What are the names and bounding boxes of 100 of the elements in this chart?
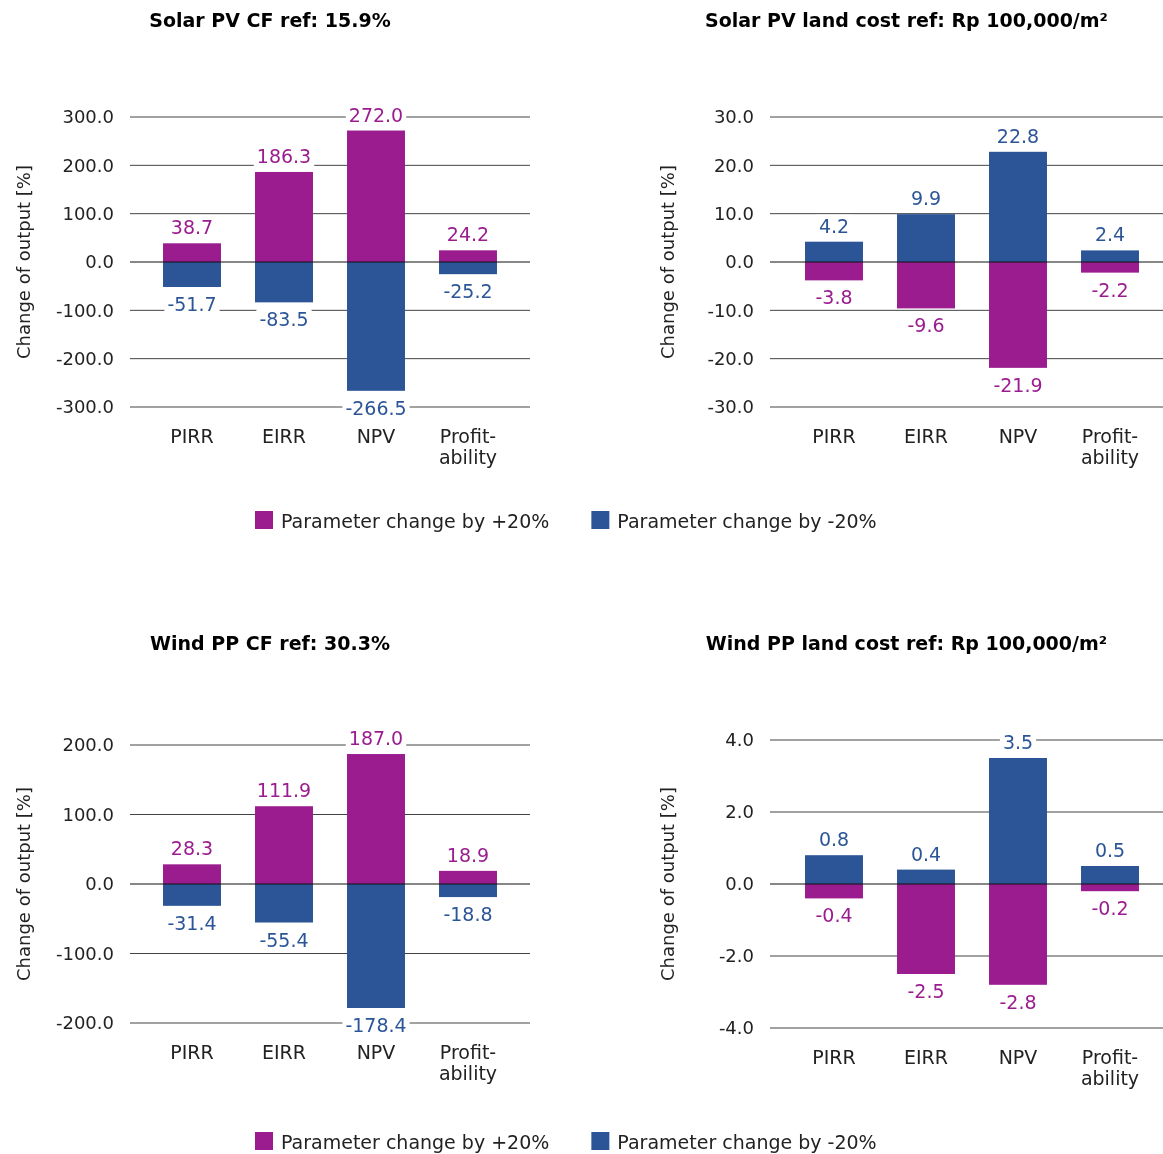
- x-tick-label: EIRR: [903, 425, 949, 447]
- chart-title: Wind PP land cost ref: Rp 100,000/m²: [705, 632, 1108, 654]
- data-label: -83.5: [259, 308, 309, 331]
- bar: [347, 754, 405, 884]
- y-axis-title: Change of output [%]: [657, 787, 678, 981]
- bar: [1081, 866, 1139, 884]
- data-label: 38.7: [170, 216, 214, 239]
- data-label: 272.0: [348, 103, 404, 126]
- bar: [897, 214, 955, 262]
- data-label: 22.8: [996, 124, 1040, 147]
- data-label: 186.3: [256, 144, 312, 167]
- y-tick-label: -100.0: [55, 942, 114, 964]
- y-tick-label: 4.0: [725, 729, 754, 751]
- legend-label: Parameter change by -20%: [617, 1131, 877, 1153]
- x-tick-label: PIRR: [170, 425, 214, 447]
- y-tick-label: 20.0: [713, 154, 754, 176]
- legend-label: Parameter change by -20%: [617, 510, 877, 532]
- y-tick-label: -2.0: [718, 945, 754, 967]
- bar: [255, 171, 313, 262]
- bar: [439, 250, 497, 262]
- data-label: 3.5: [1002, 731, 1034, 753]
- data-label: 2.4: [1094, 223, 1126, 246]
- bar: [897, 869, 955, 884]
- data-label: -31.4: [167, 911, 217, 934]
- bar: [989, 262, 1047, 368]
- y-tick-label: -30.0: [707, 396, 754, 418]
- data-label: -9.6: [907, 314, 945, 337]
- y-tick-label: -200.0: [55, 347, 114, 369]
- data-label: -25.2: [443, 280, 493, 303]
- data-label: 18.9: [446, 843, 490, 866]
- y-tick-label: 0.0: [725, 873, 754, 895]
- y-tick-label: 0.0: [85, 873, 114, 895]
- data-label: -178.4: [345, 1013, 407, 1036]
- bar: [897, 884, 955, 974]
- bar: [347, 884, 405, 1008]
- chart-title: Wind PP CF ref: 30.3%: [150, 632, 390, 654]
- y-tick-label: -200.0: [55, 1012, 114, 1034]
- data-label: 4.2: [818, 214, 850, 237]
- bar: [989, 884, 1047, 985]
- bar: [805, 884, 863, 899]
- bar: [163, 262, 221, 287]
- y-tick-label: 0.0: [85, 251, 114, 273]
- x-tick-label: NPV: [356, 425, 396, 447]
- y-tick-label: -4.0: [718, 1017, 754, 1039]
- bar: [897, 262, 955, 309]
- x-tick-label: EIRR: [261, 1041, 307, 1063]
- data-label: -266.5: [345, 396, 407, 419]
- data-label: 9.9: [910, 187, 942, 210]
- data-label: 111.9: [256, 779, 312, 802]
- y-tick-label: 0.0: [725, 251, 754, 273]
- y-tick-label: -300.0: [55, 396, 114, 418]
- data-label: 0.4: [910, 842, 942, 865]
- x-tick-label: NPV: [998, 1046, 1038, 1068]
- x-tick-label: Profit-ability: [1080, 1046, 1140, 1089]
- data-label: -0.4: [815, 904, 853, 927]
- x-tick-label: Profit-ability: [438, 425, 498, 468]
- bar: [255, 262, 313, 303]
- bar: [347, 262, 405, 391]
- y-tick-label: 100.0: [62, 803, 114, 825]
- bar: [255, 806, 313, 884]
- bar: [439, 262, 497, 275]
- bar: [163, 243, 221, 262]
- x-tick-label: Profit-ability: [1080, 425, 1140, 468]
- y-tick-label: 30.0: [713, 106, 754, 128]
- data-label: -0.2: [1091, 897, 1129, 920]
- y-tick-label: 200.0: [62, 154, 114, 176]
- y-tick-label: 300.0: [62, 106, 114, 128]
- x-tick-label: EIRR: [903, 1046, 949, 1068]
- data-label: 187.0: [348, 727, 404, 750]
- x-tick-label: Profit-ability: [438, 1041, 498, 1084]
- bar: [163, 884, 221, 906]
- y-axis-title: Change of output [%]: [657, 165, 678, 359]
- x-tick-label: NPV: [998, 425, 1038, 447]
- bar: [805, 855, 863, 884]
- data-label: 0.5: [1094, 839, 1126, 861]
- y-tick-label: -20.0: [707, 347, 754, 369]
- bar: [347, 130, 405, 262]
- data-label: 24.2: [446, 223, 490, 246]
- legend-label: Parameter change by +20%: [281, 510, 550, 532]
- bar: [989, 151, 1047, 262]
- y-axis-title: Change of output [%]: [13, 165, 34, 359]
- data-label: -2.8: [999, 990, 1037, 1013]
- bar: [805, 262, 863, 281]
- y-tick-label: 100.0: [62, 202, 114, 224]
- y-tick-label: 10.0: [713, 202, 754, 224]
- x-tick-label: PIRR: [170, 1041, 214, 1063]
- data-label: -3.8: [815, 286, 853, 309]
- chart-title: Solar PV land cost ref: Rp 100,000/m²: [705, 9, 1108, 31]
- data-label: -21.9: [993, 373, 1043, 396]
- data-label: -51.7: [167, 292, 217, 315]
- bar: [1081, 250, 1139, 262]
- bar: [163, 864, 221, 884]
- bar: [1081, 262, 1139, 273]
- y-tick-label: 200.0: [62, 734, 114, 756]
- bar: [255, 884, 313, 923]
- bar: [989, 758, 1047, 884]
- data-label: -18.8: [443, 903, 493, 926]
- y-tick-label: 2.0: [725, 801, 754, 823]
- data-label: -2.5: [907, 980, 945, 1002]
- data-label: -2.2: [1091, 278, 1129, 301]
